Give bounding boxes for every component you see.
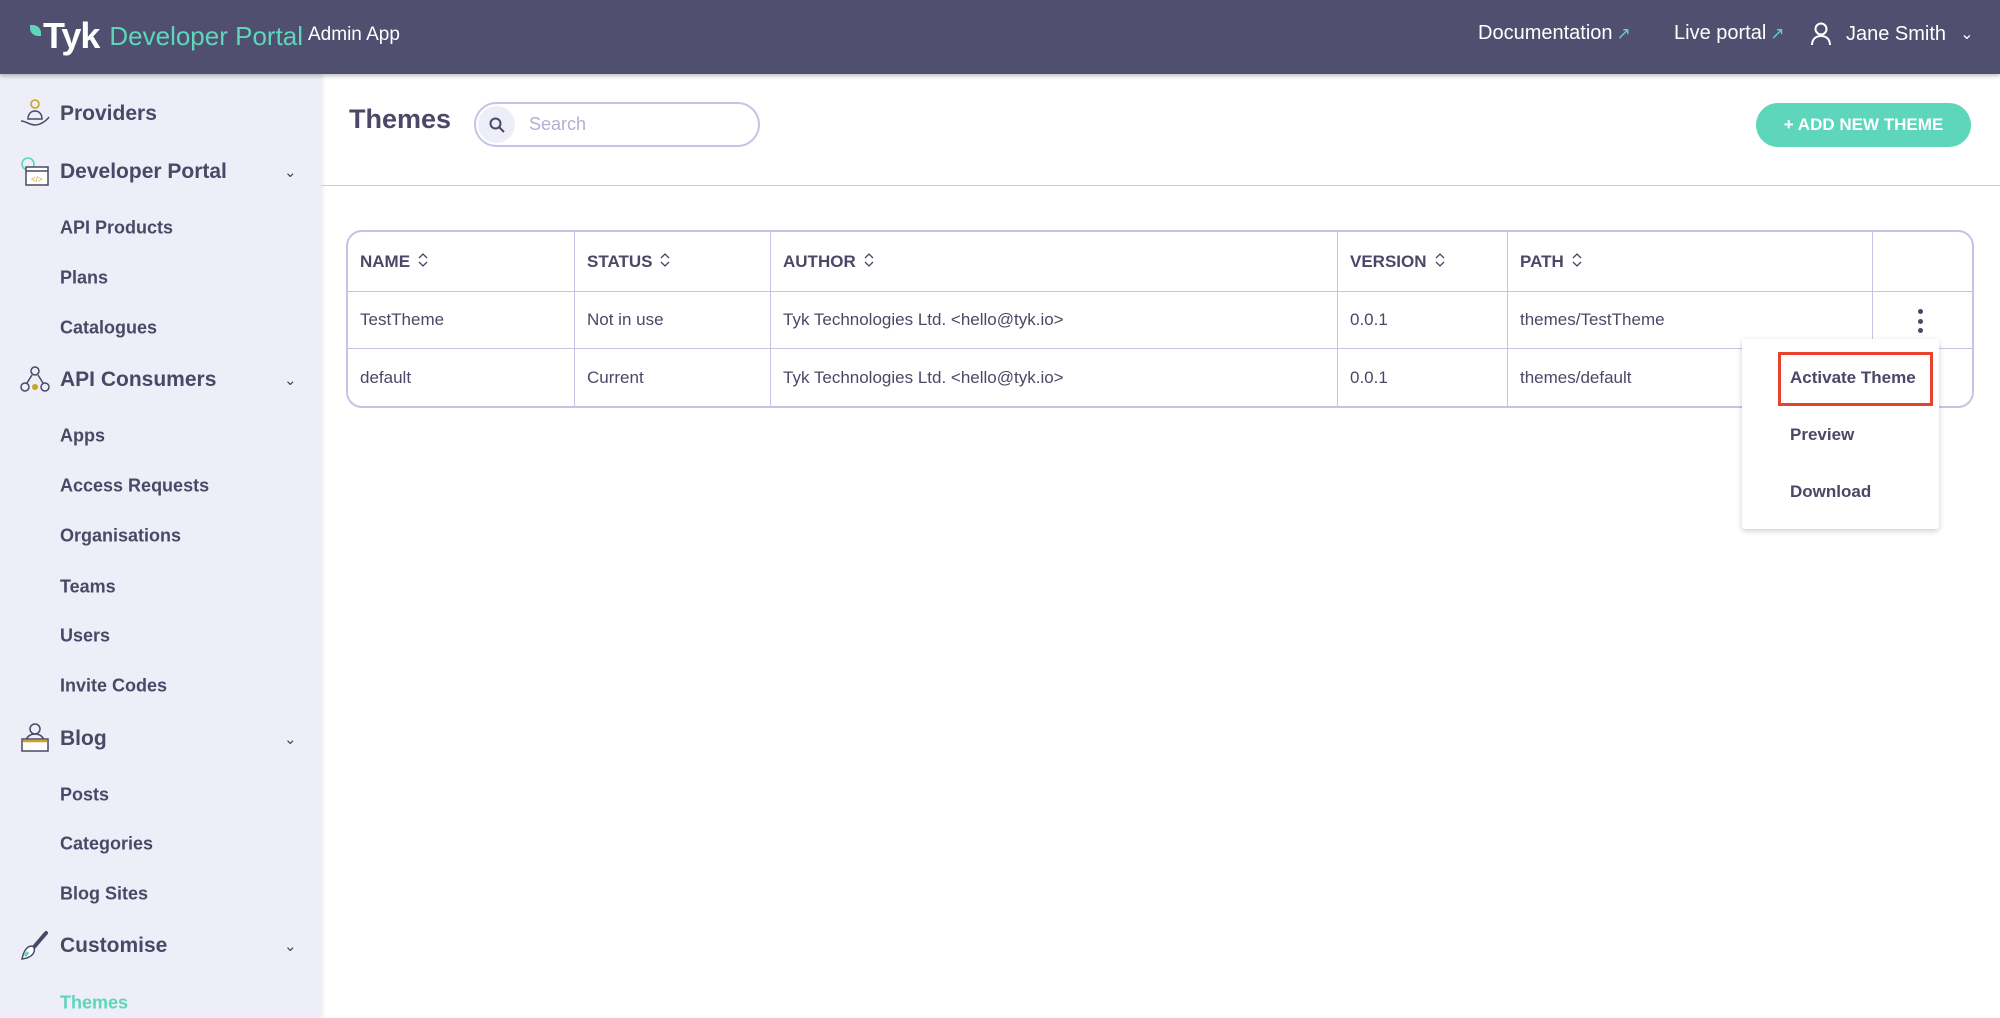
column-label: STATUS: [587, 251, 653, 271]
blog-icon: [21, 723, 49, 752]
logo-text: Tyk: [43, 15, 100, 56]
column-header-version[interactable]: VERSION: [1338, 232, 1508, 291]
sort-icon[interactable]: [418, 253, 428, 270]
sidebar-item-plans[interactable]: Plans: [60, 267, 109, 288]
column-header-path[interactable]: PATH: [1508, 232, 1873, 291]
table-cell: default: [348, 348, 575, 406]
add-new-theme-button[interactable]: + ADD NEW THEME: [1756, 103, 1971, 147]
column-header-name[interactable]: NAME: [348, 232, 575, 291]
sidebar-section-label: Blog: [60, 727, 107, 750]
sidebar-section-label: Developer Portal: [60, 160, 227, 183]
sidebar-section-providers[interactable]: Providers: [18, 97, 321, 131]
page-title: Themes: [349, 104, 452, 134]
search-input[interactable]: [529, 114, 729, 135]
sidebar-section-customise[interactable]: Customise ⌄: [18, 929, 321, 963]
column-label: PATH: [1520, 251, 1564, 271]
top-bar: Tyk Developer Portal Admin App Documenta…: [0, 0, 2000, 74]
live-portal-link[interactable]: Live portal ↗︎: [1674, 22, 1785, 45]
chevron-down-icon[interactable]: ⌄: [284, 731, 297, 748]
actions-cell: [1873, 232, 1972, 291]
sidebar-item-organisations[interactable]: Organisations: [60, 525, 182, 546]
themes-table: NAME STATUS AUTHOR VERSION PATH TestTheme Not …: [346, 230, 1974, 408]
sidebar-item-apps[interactable]: Apps: [60, 425, 105, 446]
sidebar-item-themes[interactable]: Themes: [60, 992, 129, 1013]
table-cell: Current: [575, 348, 771, 406]
sidebar-item-invite-codes[interactable]: Invite Codes: [60, 675, 168, 696]
table-cell: themes/TestTheme: [1508, 291, 1873, 348]
sidebar-item-catalogues[interactable]: Catalogues: [60, 317, 158, 338]
sidebar-item-posts[interactable]: Posts: [60, 784, 110, 805]
sort-icon[interactable]: [864, 253, 874, 270]
sidebar: Providers </> Developer Portal ⌄ API Product…: [0, 74, 321, 1018]
highlight-box: [1778, 352, 1933, 406]
table-cell: Tyk Technologies Ltd. <hello@tyk.io>: [771, 348, 1338, 406]
search-icon[interactable]: [478, 106, 515, 143]
divider: [321, 185, 2000, 186]
sidebar-section-label: Providers: [60, 102, 157, 125]
table-cell: TestTheme: [348, 291, 575, 348]
sidebar-section-developer-portal[interactable]: </> Developer Portal ⌄: [18, 155, 321, 189]
chevron-down-icon: ⌄: [1960, 26, 1974, 43]
column-label: AUTHOR: [783, 251, 856, 271]
external-link-icon: ↗︎: [1770, 23, 1785, 43]
search-box[interactable]: [474, 102, 760, 147]
leaf-icon: [30, 24, 41, 36]
brush-icon: [21, 931, 48, 960]
menu-item-download[interactable]: Download: [1790, 482, 1872, 501]
chevron-down-icon[interactable]: ⌄: [284, 164, 297, 181]
svg-text:</>: </>: [31, 175, 43, 184]
table-cell: 0.0.1: [1338, 291, 1508, 348]
row-actions-kebab-icon[interactable]: [1910, 309, 1930, 333]
sort-icon[interactable]: [1435, 253, 1445, 270]
menu-item-preview[interactable]: Preview: [1790, 425, 1855, 444]
row-actions-menu: Activate Theme Preview Download: [1742, 339, 1939, 529]
user-icon: [1811, 22, 1831, 46]
sidebar-item-blog-sites[interactable]: Blog Sites: [60, 883, 149, 904]
sidebar-item-api-products[interactable]: API Products: [60, 217, 174, 238]
sort-icon[interactable]: [1572, 253, 1582, 270]
product-name: Developer Portal: [109, 20, 304, 51]
chevron-down-icon[interactable]: ⌄: [284, 372, 297, 389]
developer-portal-icon: </>: [21, 157, 49, 186]
column-header-author[interactable]: AUTHOR: [771, 232, 1338, 291]
table-cell: Not in use: [575, 291, 771, 348]
user-menu[interactable]: Jane Smith ⌄: [1810, 22, 1973, 46]
documentation-label: Documentation: [1478, 22, 1613, 44]
sidebar-section-blog[interactable]: Blog ⌄: [18, 722, 321, 756]
row-divider: [348, 291, 1972, 292]
user-name: Jane Smith: [1846, 22, 1947, 45]
tyk-logo[interactable]: Tyk Developer Portal: [30, 14, 303, 58]
sidebar-item-categories[interactable]: Categories: [60, 833, 154, 854]
column-label: NAME: [360, 251, 411, 271]
row-divider: [348, 348, 1972, 349]
chevron-down-icon[interactable]: ⌄: [284, 938, 297, 955]
api-consumers-icon: [20, 366, 50, 392]
table-cell: Tyk Technologies Ltd. <hello@tyk.io>: [771, 291, 1338, 348]
column-header-status[interactable]: STATUS: [575, 232, 771, 291]
column-label: VERSION: [1350, 251, 1427, 271]
providers-icon: [20, 99, 50, 126]
sidebar-section-label: Customise: [60, 934, 168, 957]
documentation-link[interactable]: Documentation ↗︎: [1478, 22, 1631, 45]
live-portal-label: Live portal: [1674, 22, 1767, 44]
external-link-icon: ↗︎: [1616, 23, 1631, 43]
app-name: Admin App: [308, 24, 400, 45]
sidebar-item-access-requests[interactable]: Access Requests: [60, 475, 210, 496]
sidebar-section-label: API Consumers: [60, 368, 217, 391]
sidebar-item-teams[interactable]: Teams: [60, 576, 116, 597]
sidebar-item-users[interactable]: Users: [60, 625, 111, 646]
table-cell: 0.0.1: [1338, 348, 1508, 406]
sidebar-section-api-consumers[interactable]: API Consumers ⌄: [18, 363, 321, 397]
sort-icon[interactable]: [660, 253, 670, 270]
menu-item-activate-theme[interactable]: Activate Theme: [1790, 368, 1916, 387]
